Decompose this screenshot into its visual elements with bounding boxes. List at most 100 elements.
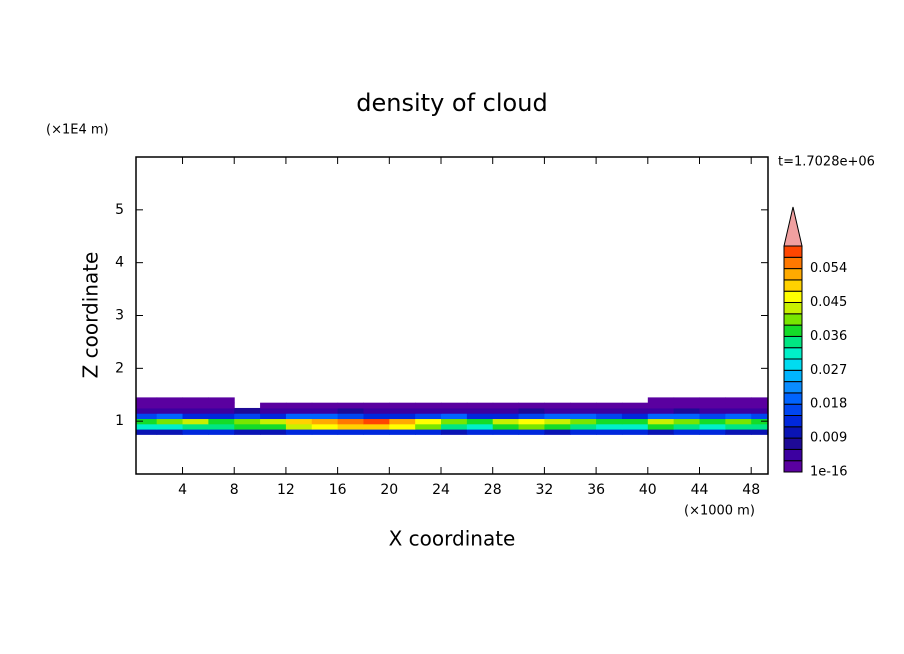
field-cell <box>570 413 597 420</box>
field-cell <box>492 418 520 425</box>
field-cell <box>466 413 494 420</box>
field-cell <box>415 413 442 420</box>
field-cell <box>492 423 520 430</box>
field-cell <box>518 413 545 420</box>
field-cell <box>208 407 235 414</box>
field-cell <box>621 418 649 425</box>
field-cell <box>699 418 726 425</box>
field-cell <box>182 407 209 414</box>
field-cell <box>136 413 158 420</box>
y-tick-label: 5 <box>115 202 124 218</box>
field-cell <box>234 429 261 435</box>
field-cell <box>492 429 520 435</box>
field-cell <box>441 429 468 435</box>
field-cell <box>136 407 158 414</box>
field-cell <box>570 429 597 435</box>
field-cell <box>466 418 494 425</box>
field-cell <box>234 423 261 430</box>
field-cell <box>596 423 623 430</box>
field-cell <box>415 418 442 425</box>
field-cell <box>751 418 768 425</box>
field-cell <box>285 407 313 414</box>
field-cell <box>621 429 649 435</box>
x-tick-label: 40 <box>639 482 657 498</box>
field-cell <box>389 429 416 435</box>
field-cell <box>363 402 390 409</box>
x-tick-label: 28 <box>484 482 502 498</box>
field-cell <box>156 429 184 435</box>
y-axis-label: Z coordinate <box>79 252 103 379</box>
field-cell <box>466 407 494 414</box>
field-cell <box>699 413 726 420</box>
colorbar-box <box>783 381 803 394</box>
colorbar-label: 0.027 <box>810 363 847 378</box>
field-cell <box>260 418 287 425</box>
field-cell <box>136 397 158 404</box>
field-cell <box>337 407 364 414</box>
field-cell <box>182 402 209 409</box>
field-cell <box>673 429 701 435</box>
field-cell <box>285 423 313 430</box>
y-tick-label: 3 <box>115 308 124 324</box>
field-cell <box>466 429 494 435</box>
field-cell <box>285 429 313 435</box>
field-cell <box>492 413 520 420</box>
field-cell <box>415 407 442 414</box>
field-cell <box>518 418 545 425</box>
field-cell <box>156 423 184 430</box>
field-cell <box>311 407 339 414</box>
field-cell <box>311 418 339 425</box>
y-tick-label: 2 <box>115 360 124 376</box>
colorbar-box <box>783 302 803 315</box>
field-cell <box>363 407 390 414</box>
field-cell <box>363 418 390 425</box>
colorbar-box <box>783 313 803 326</box>
field-cell <box>492 402 520 409</box>
field-cell <box>621 402 649 409</box>
field-cell <box>182 397 209 404</box>
field-cell <box>136 418 158 425</box>
colorbar-box <box>783 279 803 292</box>
field-cell <box>699 402 726 409</box>
field-cell <box>621 423 649 430</box>
field-cell <box>136 402 158 409</box>
field-cell <box>363 423 390 430</box>
field-cell <box>389 407 416 414</box>
contour-field <box>136 397 768 435</box>
field-cell <box>441 407 468 414</box>
colorbar-box <box>783 392 803 405</box>
x-tick-label: 4 <box>178 482 187 498</box>
field-cell <box>544 413 571 420</box>
field-cell <box>647 423 675 430</box>
field-cell <box>441 402 468 409</box>
field-cell <box>621 413 649 420</box>
field-cell <box>208 397 235 404</box>
field-cell <box>415 423 442 430</box>
colorbar-box <box>783 448 803 462</box>
field-cell <box>673 402 701 409</box>
field-cell <box>596 413 623 420</box>
field-cell <box>751 423 768 430</box>
field-cell <box>751 407 768 414</box>
field-cell <box>518 429 545 435</box>
colorbar-label: 0.036 <box>810 329 847 344</box>
field-cell <box>156 407 184 414</box>
field-cell <box>647 429 675 435</box>
field-cell <box>647 402 675 409</box>
field-cell <box>208 423 235 430</box>
colorbar-box <box>783 369 803 383</box>
field-cell <box>389 402 416 409</box>
colorbar-box <box>783 358 803 371</box>
field-cell <box>725 429 752 435</box>
field-cell <box>725 418 752 425</box>
field-cell <box>673 418 701 425</box>
field-cell <box>136 423 158 430</box>
field-cell <box>415 402 442 409</box>
field-cell <box>156 402 184 409</box>
field-cell <box>234 418 261 425</box>
colorbar-label: 0.054 <box>810 261 847 276</box>
field-cell <box>725 413 752 420</box>
colorbar-box <box>783 460 803 473</box>
